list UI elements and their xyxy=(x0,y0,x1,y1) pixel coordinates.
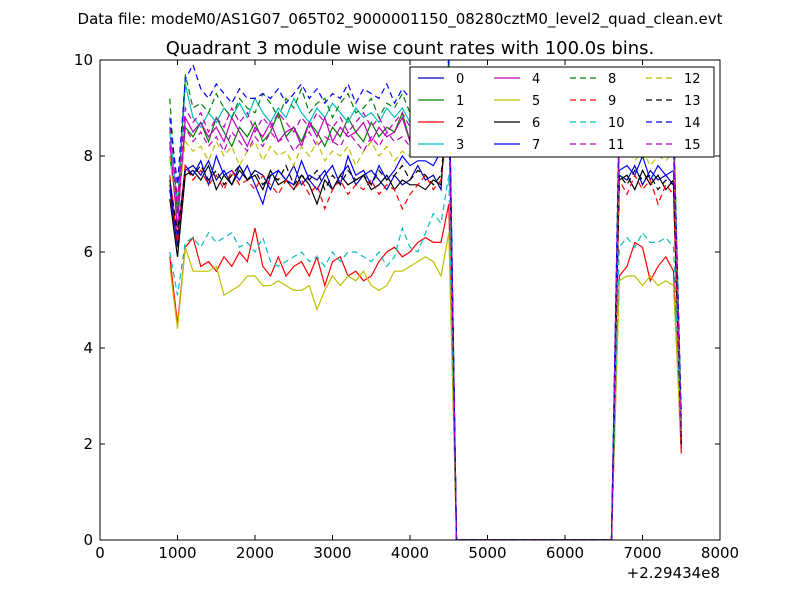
y-tick-label: 2 xyxy=(83,435,93,453)
legend-label: 8 xyxy=(608,72,616,87)
chart-title: Quadrant 3 module wise count rates with … xyxy=(166,38,655,59)
y-tick-label: 8 xyxy=(83,147,93,165)
series-line-2 xyxy=(169,203,682,540)
legend-label: 1 xyxy=(456,94,464,109)
x-tick-label: 6000 xyxy=(546,544,584,562)
series-line-10 xyxy=(169,175,682,540)
x-tick-label: 7000 xyxy=(623,544,661,562)
x-tick-label: 1000 xyxy=(158,544,196,562)
x-tick-label: 2000 xyxy=(236,544,274,562)
y-tick-label: 0 xyxy=(83,531,93,549)
series-line-6 xyxy=(169,88,682,540)
x-tick-label: 4000 xyxy=(391,544,429,562)
legend-label: 15 xyxy=(684,138,701,153)
legend-label: 13 xyxy=(684,94,701,109)
legend-label: 14 xyxy=(684,116,701,131)
y-tick-label: 10 xyxy=(74,51,93,69)
x-tick-label: 8000 xyxy=(701,544,739,562)
x-offset-label: +2.29434e8 xyxy=(627,564,720,582)
legend-label: 7 xyxy=(532,138,540,153)
legend-label: 3 xyxy=(456,138,464,153)
legend-label: 4 xyxy=(532,72,540,87)
legend-label: 10 xyxy=(608,116,625,131)
series-line-9 xyxy=(169,117,682,540)
legend-label: 9 xyxy=(608,94,616,109)
series-line-11 xyxy=(169,79,682,540)
series-line-15 xyxy=(169,88,682,540)
x-tick-label: 0 xyxy=(95,544,105,562)
legend-label: 5 xyxy=(532,94,540,109)
series-line-13 xyxy=(169,103,682,540)
y-tick-label: 6 xyxy=(83,243,93,261)
x-tick-label: 3000 xyxy=(313,544,351,562)
legend-label: 6 xyxy=(532,116,540,131)
chart-suptitle: Data file: modeM0/AS1G07_065T02_90000011… xyxy=(78,10,723,29)
y-tick-label: 4 xyxy=(83,339,93,357)
legend-label: 0 xyxy=(456,72,464,87)
legend-box xyxy=(409,66,715,158)
series-line-0 xyxy=(169,69,682,540)
series-line-5 xyxy=(169,232,682,540)
x-tick-label: 5000 xyxy=(468,544,506,562)
legend-label: 2 xyxy=(456,116,464,131)
legend-label: 12 xyxy=(684,72,701,87)
series-line-7 xyxy=(169,60,682,540)
legend-label: 11 xyxy=(608,138,625,153)
